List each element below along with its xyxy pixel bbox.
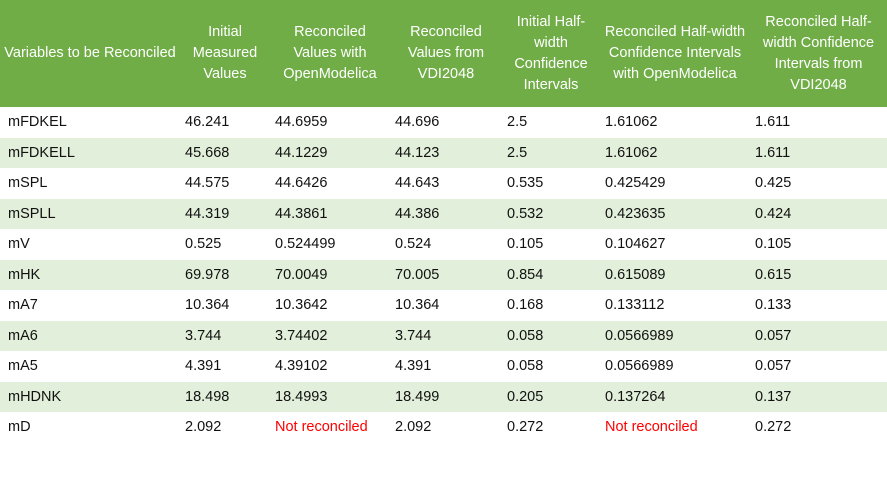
table-cell: mHDNK	[0, 381, 180, 412]
table-cell: 0.205	[502, 381, 600, 412]
table-cell: 10.3642	[275, 297, 328, 314]
table-cell: 44.6959	[275, 114, 328, 131]
table-cell: mA6	[0, 320, 180, 351]
table-cell: 44.123	[390, 137, 502, 168]
table-cell: 0.615	[750, 259, 887, 290]
table-cell: 0.168	[507, 297, 544, 314]
table-cell: 1.61062	[605, 114, 658, 131]
table-row: mSPL 44.575 44.6426 44.643 0.535 0.425429 0.42…	[0, 168, 887, 199]
header-cell: Reconciled Half-width Confidence Interva…	[600, 0, 750, 107]
table-body: mFDKEL 46.241 44.6959 44.696 2.5 1.61062 1.611…	[0, 107, 887, 443]
table-cell: 0.423635	[600, 198, 750, 229]
table-cell: mSPLL	[0, 198, 180, 229]
table-row: mA7 10.364 10.3642 10.364 0.168 0.133112 0.133	[0, 290, 887, 321]
table-cell: 0.425429	[605, 175, 666, 192]
table-cell: 0.272	[507, 419, 544, 436]
table-cell: mHK	[0, 259, 180, 290]
table-cell: 69.978	[180, 259, 270, 290]
table-cell: 0.272	[755, 419, 792, 436]
table-cell: 0.0566989	[605, 358, 674, 375]
table-row: mFDKEL 46.241 44.6959 44.696 2.5 1.61062 1.611	[0, 107, 887, 138]
table-cell: 0.057	[755, 358, 792, 375]
table-cell: 0.057	[750, 320, 887, 351]
table-cell: 0.535	[507, 175, 544, 192]
table-row: mHDNK 18.498 18.4993 18.499 0.205 0.137264 0.1…	[0, 381, 887, 412]
table-cell: 44.3861	[270, 198, 390, 229]
table-cell: 0.133	[755, 297, 792, 314]
table-cell: 4.391	[185, 358, 222, 375]
table-cell: 0.058	[507, 358, 544, 375]
table-cell: 0.137	[750, 381, 887, 412]
header-cell: Reconciled Half-width Confidence Interva…	[750, 0, 887, 107]
header-row: Variables to be Reconciled Initial Measur…	[0, 0, 887, 107]
table-cell: 44.6426	[275, 175, 328, 192]
table-cell: 0.524499	[275, 236, 336, 253]
table-cell: 1.61062	[600, 137, 750, 168]
table-cell: Not reconciled	[605, 419, 698, 436]
table-cell: mV	[8, 236, 30, 253]
table-cell: 1.611	[750, 137, 887, 168]
table-cell: 3.744	[390, 320, 502, 351]
table-row: mSPLL 44.319 44.3861 44.386 0.532 0.423635 0.4…	[0, 198, 887, 229]
table-cell: 70.0049	[270, 259, 390, 290]
table-row: mD 2.092 Not reconciled 2.092 0.272 Not recon…	[0, 412, 887, 443]
table-cell: 2.092	[395, 419, 432, 436]
table-cell: mFDKEL	[8, 114, 67, 131]
header-cell: Variables to be Reconciled	[0, 0, 180, 107]
table-cell: 44.696	[395, 114, 440, 131]
table-cell: 4.391	[395, 358, 432, 375]
table-cell: 3.744	[180, 320, 270, 351]
table-cell: mSPL	[8, 175, 48, 192]
table-cell: 2.092	[185, 419, 222, 436]
table-cell: 46.241	[185, 114, 230, 131]
table-row: mV 0.525 0.524499 0.524 0.105 0.104627 0.105	[0, 229, 887, 260]
table-cell: 44.386	[390, 198, 502, 229]
table-cell: 0.525	[185, 236, 222, 253]
table-cell: 0.524	[395, 236, 432, 253]
table-cell: 0.0566989	[600, 320, 750, 351]
table-cell: 18.498	[180, 381, 270, 412]
table-cell: mD	[8, 419, 31, 436]
table-cell: 0.105	[755, 236, 792, 253]
table-cell: 44.1229	[270, 137, 390, 168]
header-cell: Reconciled Values with OpenModelica	[270, 0, 390, 107]
table-cell: 0.424	[750, 198, 887, 229]
table-cell: 3.74402	[270, 320, 390, 351]
header-cell: Reconciled Values from VDI2048	[390, 0, 502, 107]
header-cell: Initial Half-width Confidence Intervals	[502, 0, 600, 107]
header-cell: Initial Measured Values	[180, 0, 270, 107]
table-cell: 0.137264	[600, 381, 750, 412]
table-cell: 0.425	[755, 175, 792, 192]
table-cell: 0.133112	[605, 297, 665, 314]
table-cell: 44.575	[185, 175, 230, 192]
table-row: mHK 69.978 70.0049 70.005 0.854 0.615089 0.615	[0, 259, 887, 290]
table-row: mA6 3.744 3.74402 3.744 0.058 0.0566989 0.057	[0, 320, 887, 351]
table-cell: 18.4993	[270, 381, 390, 412]
table-cell: Not reconciled	[275, 419, 368, 436]
table-cell: 0.615089	[600, 259, 750, 290]
table-cell: mFDKELL	[0, 137, 180, 168]
table-cell: 18.499	[390, 381, 502, 412]
table-cell: 0.532	[502, 198, 600, 229]
table-cell: 0.105	[507, 236, 544, 253]
table-cell: 70.005	[390, 259, 502, 290]
table-cell: 10.364	[395, 297, 440, 314]
table-cell: mA7	[8, 297, 38, 314]
table-row: mA5 4.391 4.39102 4.391 0.058 0.0566989 0.057	[0, 351, 887, 382]
table-row: mFDKELL 45.668 44.1229 44.123 2.5 1.61062 1.61…	[0, 137, 887, 168]
table-cell: 0.104627	[605, 236, 666, 253]
table-cell: 0.854	[502, 259, 600, 290]
table-cell: 4.39102	[275, 358, 328, 375]
table-cell: 45.668	[180, 137, 270, 168]
table-cell: 1.611	[755, 114, 791, 131]
table-cell: 10.364	[185, 297, 230, 314]
reconciliation-table: Variables to be Reconciled Initial Measur…	[0, 0, 887, 443]
table-cell: 2.5	[502, 137, 600, 168]
table-cell: 44.319	[180, 198, 270, 229]
table-cell: 2.5	[507, 114, 528, 131]
table-cell: mA5	[8, 358, 38, 375]
table-cell: 44.643	[395, 175, 440, 192]
table-cell: 0.058	[502, 320, 600, 351]
